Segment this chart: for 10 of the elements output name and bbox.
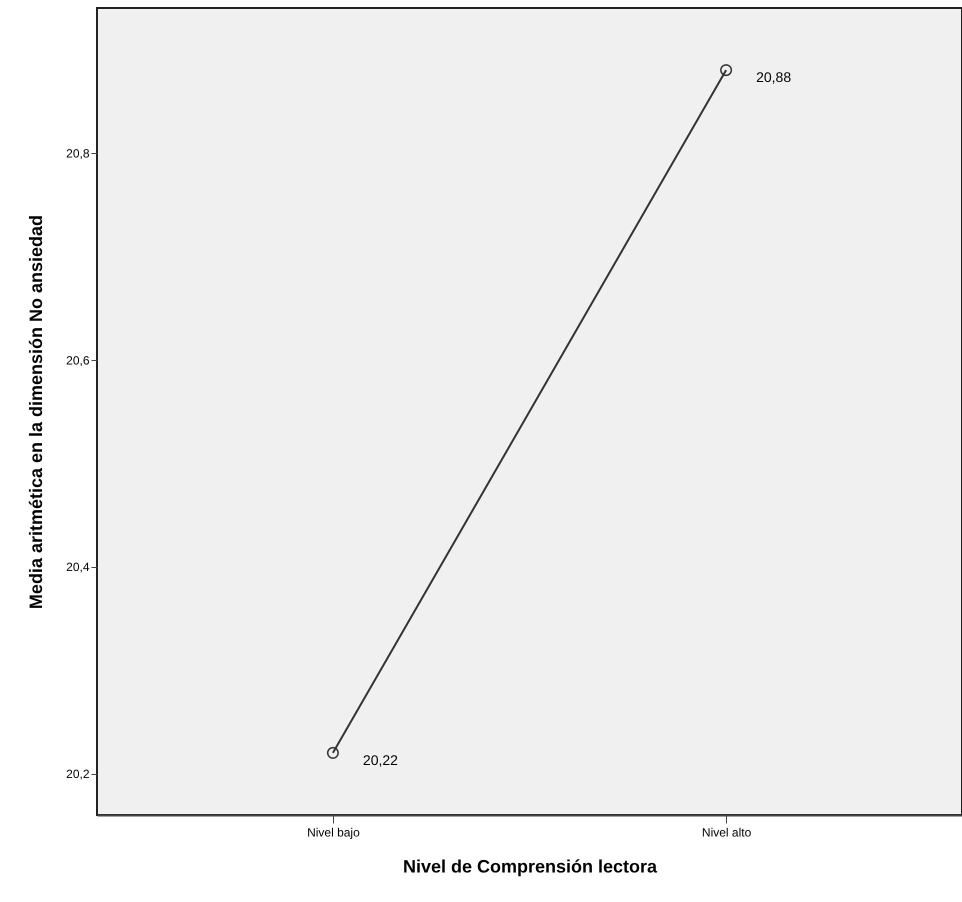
y-tick-label: 20,6 [66, 353, 90, 368]
y-tick-label: 20,4 [66, 560, 90, 574]
x-axis-title: Nivel de Comprensión lectora [402, 856, 658, 876]
text: 20,88 [756, 69, 792, 86]
y-axis-title: Media aritmética en la dimensión No ansiedad [26, 214, 46, 610]
y-tick-label: 20,8 [66, 146, 90, 160]
x-tick-label: Nivel bajo [307, 826, 360, 840]
y-tick-label: 20,2 [66, 767, 90, 782]
x-tick-label: Nivel alto [702, 826, 752, 840]
text: 20,22 [362, 752, 398, 768]
